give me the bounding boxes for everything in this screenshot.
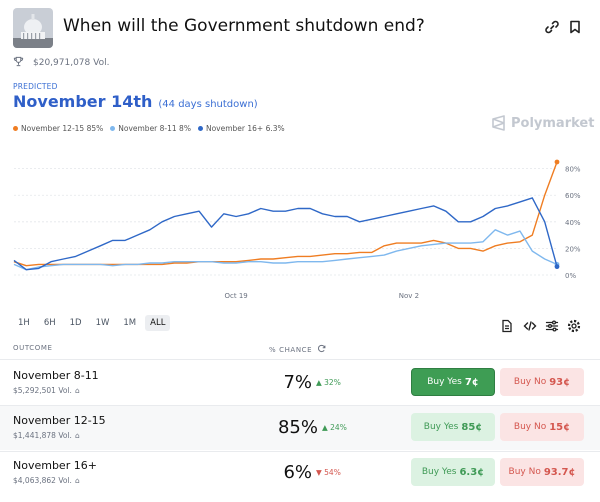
y-tick-label: 20%	[565, 245, 581, 253]
outcome-change: ▼ 54%	[316, 468, 341, 477]
outcome-name: November 16+	[13, 459, 97, 472]
refresh-icon[interactable]	[317, 344, 326, 355]
outcome-chance: 7%	[283, 372, 312, 393]
predicted-label: PREDICTED	[13, 82, 58, 91]
outcome-change: ▲ 24%	[322, 423, 347, 432]
trophy-icon	[13, 56, 24, 70]
buy-no-button[interactable]: Buy No 93¢	[500, 368, 584, 396]
buy-no-button[interactable]: Buy No 93.7¢	[500, 458, 584, 486]
bookmark-icon[interactable]	[567, 19, 583, 35]
buy-yes-button[interactable]: Buy Yes 85¢	[411, 413, 495, 441]
embed-code-icon[interactable]	[523, 318, 537, 332]
outcome-volume: $1,441,878 Vol. ⌂	[13, 431, 80, 440]
outcome-chance: 85%	[277, 417, 318, 438]
sliders-icon[interactable]	[545, 318, 559, 332]
outcome-name: November 8-11	[13, 369, 99, 382]
outcome-change: ▲ 32%	[316, 378, 341, 387]
market-title: When will the Government shutdown end?	[63, 16, 425, 36]
chance-column-label: % CHANCE	[269, 345, 313, 354]
market-thumbnail	[13, 8, 53, 48]
predicted-value: November 14th	[13, 92, 153, 111]
settings-gear-icon[interactable]	[567, 318, 581, 333]
polymarket-logo: Polymarket	[492, 115, 594, 131]
buy-no-button[interactable]: Buy No 15¢	[500, 413, 584, 441]
timeframe-1m[interactable]: 1M	[123, 318, 137, 328]
timeframe-1d[interactable]: 1D	[69, 318, 82, 328]
series-endpoint	[554, 159, 560, 165]
timeframe-selector: 1H 6H 1D 1W 1M ALL	[13, 315, 171, 331]
y-tick-label: 60%	[565, 192, 581, 200]
series-endpoint	[554, 264, 560, 270]
outcome-row[interactable]	[0, 359, 600, 404]
outcome-volume: $5,292,501 Vol. ⌂	[13, 386, 80, 395]
outcome-name: November 12-15	[13, 414, 106, 427]
predicted-outcome: November 14th (44 days shutdown)	[13, 92, 258, 111]
bank-icon: ⌂	[74, 476, 80, 485]
outcome-volume: $4,063,862 Vol. ⌂	[13, 476, 80, 485]
outcome-column-header: OUTCOME	[13, 344, 53, 352]
bank-icon: ⌂	[74, 431, 80, 440]
predicted-note: (44 days shutdown)	[158, 99, 258, 110]
price-history-chart: 0% 20% 40% 60% 80% Oct 19 Nov 2	[13, 159, 581, 300]
y-tick-label: 40%	[565, 219, 581, 227]
legend-item: November 8-11 8%	[110, 124, 191, 133]
bank-icon: ⌂	[74, 386, 80, 395]
timeframe-6h[interactable]: 6H	[43, 318, 56, 328]
buy-yes-button[interactable]: Buy Yes 7¢	[411, 368, 495, 396]
timeframe-all[interactable]: ALL	[145, 315, 171, 331]
series-line	[13, 197, 558, 271]
y-tick-label: 0%	[565, 272, 576, 280]
total-volume: $20,971,078 Vol.	[33, 58, 110, 68]
chart-legend: November 12-15 85% November 8-11 8% Nove…	[13, 124, 285, 133]
outcome-chance: 6%	[283, 462, 312, 483]
x-tick-label: Nov 2	[399, 292, 419, 300]
legend-dot	[110, 126, 116, 131]
legend-item: November 16+ 6.3%	[197, 124, 285, 133]
series-line	[13, 161, 558, 267]
series-line	[13, 229, 558, 271]
document-icon[interactable]	[500, 318, 514, 333]
chance-column-header: % CHANCE	[269, 344, 326, 355]
timeframe-1w[interactable]: 1W	[95, 318, 110, 328]
legend-dot	[13, 126, 18, 131]
legend-dot	[197, 126, 203, 131]
legend-item: November 12-15 85%	[13, 124, 103, 133]
y-tick-label: 80%	[565, 166, 581, 174]
timeframe-1h[interactable]: 1H	[18, 318, 30, 328]
link-icon[interactable]	[544, 19, 560, 35]
buy-yes-button[interactable]: Buy Yes 6.3¢	[411, 458, 495, 486]
x-tick-label: Oct 19	[225, 292, 248, 300]
outcome-row[interactable]	[0, 451, 600, 496]
volume-row: $20,971,078 Vol.	[13, 56, 109, 70]
